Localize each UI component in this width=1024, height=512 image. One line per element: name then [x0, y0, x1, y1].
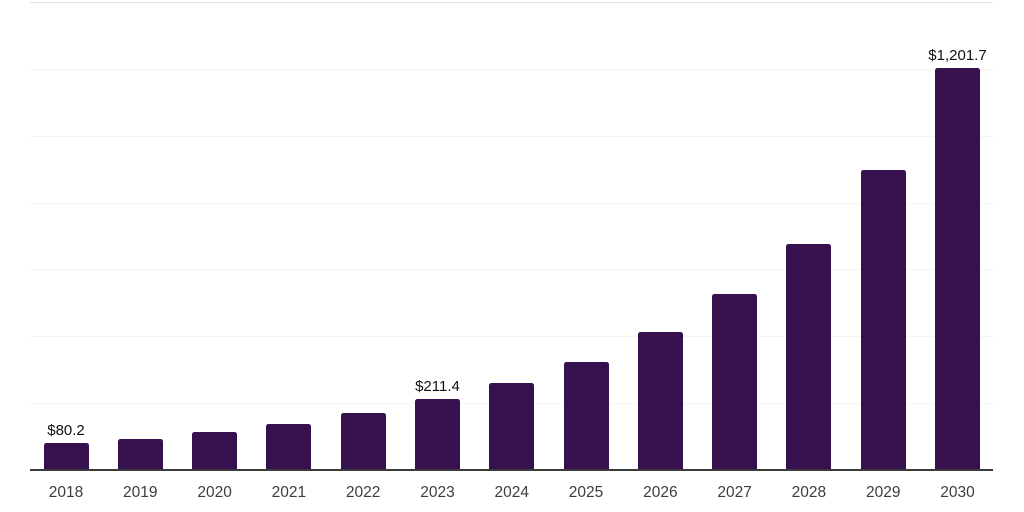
- x-tick-label-2029: 2029: [865, 484, 901, 501]
- x-tick-label-2028: 2028: [791, 484, 827, 501]
- bar-2029: [860, 169, 906, 470]
- x-axis-line: [30, 469, 993, 471]
- bar-2019: [117, 438, 163, 470]
- bar-2026: [637, 331, 683, 470]
- bar-2020: [192, 431, 238, 470]
- x-tick-label-2023: 2023: [420, 484, 455, 501]
- x-tick-label-2020: 2020: [197, 484, 232, 501]
- bar-2024: [489, 382, 535, 470]
- x-tick-label-2027: 2027: [717, 484, 752, 501]
- bar-2018: [43, 443, 89, 470]
- bar-2028: [786, 244, 832, 470]
- bar-2025: [563, 361, 609, 470]
- x-tick-label-2025: 2025: [568, 484, 604, 501]
- bar-value-label-2030: $1,201.7: [928, 47, 987, 65]
- gridline-400: [30, 336, 993, 338]
- bar-2023: [414, 399, 460, 470]
- bar-2022: [340, 412, 386, 470]
- x-tick-label-2018: 2018: [48, 484, 84, 501]
- x-tick-label-2024: 2024: [494, 484, 529, 501]
- bar-2027: [712, 293, 758, 470]
- x-tick-label-2019: 2019: [123, 484, 158, 501]
- x-tick-label-2026: 2026: [643, 484, 678, 501]
- bar-value-label-2023: $211.4: [415, 378, 460, 396]
- bar-2021: [266, 423, 312, 470]
- gridline-1200: [30, 68, 993, 70]
- gridline-1000: [30, 135, 993, 137]
- x-tick-label-2021: 2021: [271, 484, 307, 501]
- gridline-800: [30, 202, 993, 204]
- plot-top-border: [30, 2, 993, 3]
- bar-value-label-2018: $80.2: [47, 422, 85, 440]
- x-tick-label-2030: 2030: [940, 484, 975, 501]
- bar-2030: [935, 68, 980, 470]
- gridline-600: [30, 269, 993, 271]
- x-tick-label-2022: 2022: [345, 484, 381, 501]
